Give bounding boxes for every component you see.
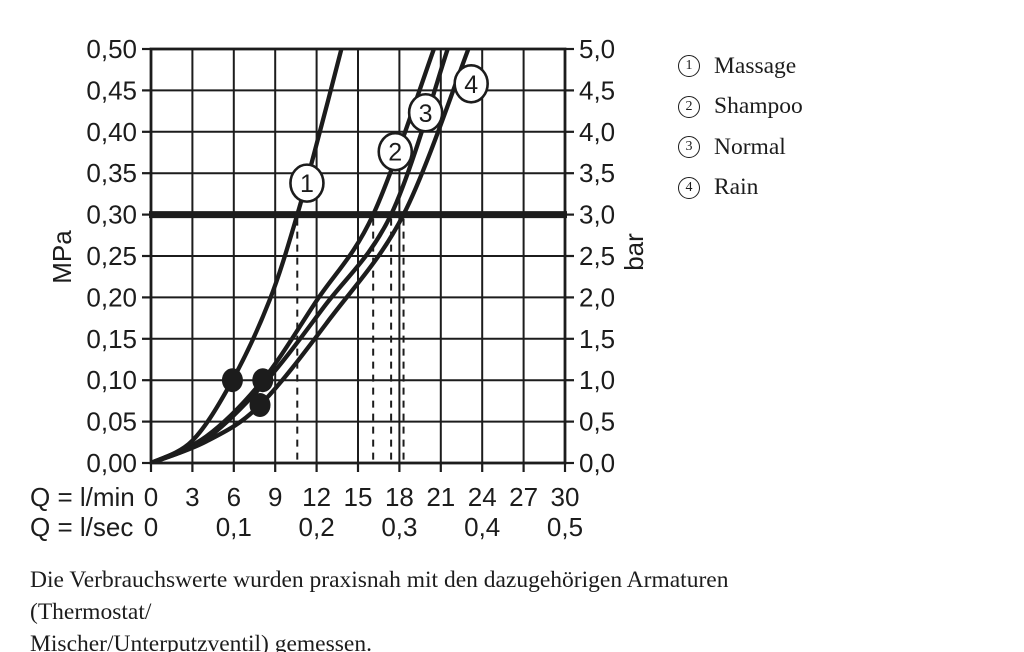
svg-text:2,5: 2,5 (579, 241, 615, 271)
legend-label-rain: Rain (714, 174, 759, 201)
svg-text:0,00: 0,00 (86, 448, 137, 478)
y-axis-right-labels: 5,0 4,5 4,0 3,5 3,0 2,5 2,0 1,5 1,0 0,5 0,0 (579, 34, 615, 478)
y-axis-right-unit: bar (619, 233, 649, 271)
svg-text:0,4: 0,4 (464, 512, 500, 542)
svg-text:27: 27 (509, 482, 538, 512)
legend-number-4-icon: 4 (678, 176, 700, 199)
legend-number-1-icon: 1 (678, 55, 700, 78)
legend-label-massage: Massage (714, 52, 797, 79)
svg-text:0,5: 0,5 (579, 407, 615, 437)
svg-text:0,35: 0,35 (86, 158, 137, 188)
svg-text:4,0: 4,0 (579, 117, 615, 147)
legend-item-rain: 4 Rain (678, 168, 803, 209)
grid (151, 49, 565, 463)
data-dot (221, 368, 243, 393)
axis-ticks (142, 47, 574, 472)
svg-text:0,15: 0,15 (86, 324, 137, 354)
svg-text:0,50: 0,50 (86, 34, 137, 64)
svg-text:1,5: 1,5 (579, 324, 615, 354)
legend-item-massage: 1 Massage (678, 46, 803, 87)
measurement-dots (221, 368, 274, 418)
curve-marker-massage: 1 (289, 163, 325, 203)
legend-number-3-icon: 3 (678, 136, 700, 159)
svg-text:1,0: 1,0 (579, 365, 615, 395)
svg-text:0,20: 0,20 (86, 282, 137, 312)
legend-item-shampoo: 2 Shampoo (678, 87, 803, 128)
curve-massage (150, 48, 344, 464)
spray-curves (150, 48, 471, 464)
svg-text:1: 1 (300, 170, 314, 198)
svg-text:0,5: 0,5 (547, 512, 583, 542)
svg-text:15: 15 (344, 482, 373, 512)
legend-number-2-icon: 2 (678, 95, 700, 118)
curve-marker-rain: 4 (453, 63, 489, 104)
svg-text:0,10: 0,10 (86, 365, 137, 395)
data-dot (252, 368, 274, 393)
x-axis-lmin-label: Q = l/min (30, 482, 135, 512)
svg-text:0,1: 0,1 (216, 512, 252, 542)
legend: 1 Massage 2 Shampoo 3 Normal 4 Rain (678, 46, 803, 208)
legend-label-shampoo: Shampoo (714, 93, 803, 120)
x-axis-lsec-label: Q = l/sec (30, 512, 133, 542)
svg-text:0,40: 0,40 (86, 117, 137, 147)
svg-text:0,45: 0,45 (86, 75, 137, 105)
caption: Die Verbrauchswerte wurden praxisnah mit… (30, 564, 750, 652)
svg-text:4: 4 (464, 71, 478, 99)
data-dot (249, 393, 271, 418)
curve-rain (150, 48, 471, 464)
svg-text:4,5: 4,5 (579, 75, 615, 105)
svg-text:3,5: 3,5 (579, 158, 615, 188)
svg-text:9: 9 (268, 482, 282, 512)
svg-text:30: 30 (551, 482, 580, 512)
svg-text:0,3: 0,3 (381, 512, 417, 542)
svg-text:0,0: 0,0 (579, 448, 615, 478)
curve-normal (150, 48, 450, 464)
svg-text:3: 3 (419, 100, 433, 128)
svg-text:0: 0 (144, 512, 158, 542)
legend-label-normal: Normal (714, 133, 786, 160)
plot-border (149, 47, 567, 465)
svg-text:3: 3 (185, 482, 199, 512)
curve-marker-normal: 3 (407, 92, 444, 133)
x-axis-lsec-row: Q = l/sec 0 0,1 0,2 0,3 0,4 0,5 (30, 512, 583, 542)
svg-text:0,30: 0,30 (86, 200, 137, 230)
svg-text:2: 2 (388, 139, 402, 167)
legend-item-normal: 3 Normal (678, 127, 803, 168)
caption-line-2: Mischer/Unterputzventil) gemessen. (30, 631, 372, 652)
svg-text:0: 0 (144, 482, 158, 512)
curve-marker-shampoo: 2 (377, 131, 414, 172)
svg-text:2,0: 2,0 (579, 282, 615, 312)
svg-text:3,0: 3,0 (579, 200, 615, 230)
caption-line-1: Die Verbrauchswerte wurden praxisnah mit… (30, 567, 729, 625)
svg-text:0,25: 0,25 (86, 241, 137, 271)
svg-text:12: 12 (302, 482, 331, 512)
y-axis-left-labels: 0,50 0,45 0,40 0,35 0,30 0,25 0,20 0,15 0,10 0,05… (86, 34, 137, 478)
svg-text:18: 18 (385, 482, 414, 512)
svg-text:21: 21 (426, 482, 455, 512)
svg-text:0,2: 0,2 (299, 512, 335, 542)
x-axis-lmin-row: Q = l/min 0 3 6 9 12 15 18 21 24 27 30 (30, 482, 579, 512)
svg-text:6: 6 (227, 482, 241, 512)
svg-text:24: 24 (468, 482, 497, 512)
svg-text:0,05: 0,05 (86, 407, 137, 437)
svg-text:5,0: 5,0 (579, 34, 615, 64)
y-axis-left-unit: MPa (47, 230, 77, 284)
flow-pressure-chart: 0,500,450,400,350,300,250,200,150,100,05… (30, 34, 649, 542)
